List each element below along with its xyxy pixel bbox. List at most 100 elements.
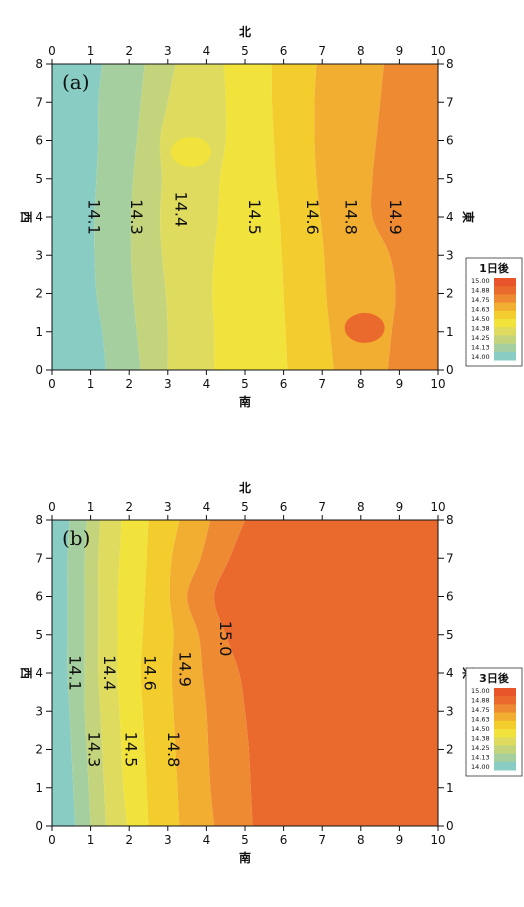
y-tick-label-right: 1 bbox=[446, 781, 454, 795]
x-tick-label-top: 2 bbox=[125, 44, 133, 58]
contour-label: 15.0 bbox=[216, 621, 235, 657]
axis-label-east: 東 bbox=[461, 211, 476, 223]
contour-band bbox=[84, 520, 106, 826]
legend-entry: 14.25 bbox=[471, 744, 490, 752]
y-tick-label-left: 0 bbox=[35, 363, 43, 377]
x-tick-label-top: 3 bbox=[164, 44, 172, 58]
x-tick-label-bottom: 2 bbox=[125, 377, 133, 391]
legend-swatch bbox=[494, 302, 516, 312]
legend-entry: 14.50 bbox=[471, 315, 490, 323]
contour-band bbox=[187, 520, 253, 826]
contour-label: 14.1 bbox=[85, 199, 104, 235]
y-tick-label-right: 2 bbox=[446, 287, 454, 301]
x-tick-label-bottom: 0 bbox=[48, 833, 56, 847]
x-tick-label-top: 1 bbox=[87, 500, 95, 514]
axis-label-south: 南 bbox=[239, 850, 251, 865]
x-tick-label-top: 7 bbox=[318, 44, 326, 58]
y-tick-label-left: 2 bbox=[35, 287, 43, 301]
legend-swatch bbox=[494, 688, 516, 697]
y-tick-label-right: 8 bbox=[446, 57, 454, 71]
x-tick-label-top: 1 bbox=[87, 44, 95, 58]
contour-spot bbox=[170, 136, 211, 167]
x-tick-label-bottom: 3 bbox=[164, 833, 172, 847]
legend-swatch bbox=[494, 294, 516, 304]
y-tick-label-left: 0 bbox=[35, 819, 43, 833]
x-tick-label-top: 0 bbox=[48, 44, 56, 58]
legend-entry: 14.13 bbox=[471, 344, 490, 352]
plot-area bbox=[52, 520, 438, 826]
legend-swatch bbox=[494, 761, 516, 771]
x-tick-label-top: 9 bbox=[396, 44, 404, 58]
contour-band bbox=[67, 520, 91, 826]
legend-entry: 14.63 bbox=[471, 716, 490, 724]
y-tick-label-right: 6 bbox=[446, 590, 454, 604]
legend-entry: 14.50 bbox=[471, 725, 490, 733]
legend-title: 1日後 bbox=[479, 261, 510, 275]
axis-label-north: 北 bbox=[239, 480, 251, 495]
x-tick-label-bottom: 10 bbox=[430, 833, 445, 847]
contour-band bbox=[214, 520, 438, 826]
x-tick-label-bottom: 0 bbox=[48, 377, 56, 391]
legend-swatch bbox=[494, 753, 516, 763]
contour-band bbox=[314, 64, 396, 370]
contour-band bbox=[52, 520, 76, 826]
panel-label: (b) bbox=[62, 526, 90, 550]
y-tick-label-right: 0 bbox=[446, 363, 454, 377]
contour-label: 14.3 bbox=[127, 199, 146, 235]
x-tick-label-top: 7 bbox=[318, 500, 326, 514]
legend-swatch bbox=[494, 319, 516, 328]
y-tick-label-left: 6 bbox=[35, 590, 43, 604]
legend-swatch bbox=[494, 327, 516, 336]
y-tick-label-right: 3 bbox=[446, 248, 454, 262]
contour-band bbox=[159, 64, 227, 370]
contour-label: 14.3 bbox=[85, 732, 104, 768]
legend-entry: 14.00 bbox=[471, 353, 490, 361]
contour-band bbox=[130, 64, 176, 370]
y-tick-label-right: 4 bbox=[446, 666, 454, 680]
axis-label-south: 南 bbox=[239, 394, 251, 409]
contour-label: 14.9 bbox=[386, 199, 405, 235]
contour-label: 14.5 bbox=[245, 199, 264, 235]
y-tick-label-left: 2 bbox=[35, 743, 43, 757]
y-tick-label-left: 8 bbox=[35, 513, 43, 527]
x-tick-label-bottom: 8 bbox=[357, 833, 365, 847]
contour-label: 14.8 bbox=[341, 199, 360, 235]
legend-entry: 14.38 bbox=[471, 735, 490, 743]
x-tick-label-bottom: 7 bbox=[318, 377, 326, 391]
x-tick-label-bottom: 9 bbox=[396, 377, 404, 391]
x-tick-label-top: 8 bbox=[357, 500, 365, 514]
x-tick-label-bottom: 3 bbox=[164, 377, 172, 391]
legend-entry: 14.88 bbox=[471, 287, 490, 295]
contour-band bbox=[117, 520, 149, 826]
legend-entry: 15.00 bbox=[471, 687, 490, 695]
legend-swatch bbox=[494, 696, 516, 705]
y-tick-label-right: 5 bbox=[446, 628, 454, 642]
x-tick-label-top: 4 bbox=[203, 500, 211, 514]
legend-entry: 14.25 bbox=[471, 334, 490, 342]
y-tick-label-right: 3 bbox=[446, 704, 454, 718]
contour-label: 14.4 bbox=[100, 655, 119, 691]
axis-label-west: 西 bbox=[19, 211, 33, 223]
x-tick-label-bottom: 1 bbox=[87, 377, 95, 391]
legend-swatch bbox=[494, 278, 516, 287]
legend-swatch bbox=[494, 310, 516, 320]
y-tick-label-right: 5 bbox=[446, 172, 454, 186]
panel-label: (a) bbox=[62, 70, 90, 94]
y-tick-label-right: 6 bbox=[446, 134, 454, 148]
legend-swatch bbox=[494, 704, 516, 714]
legend-title: 3日後 bbox=[479, 671, 510, 685]
legend-swatch bbox=[494, 729, 516, 738]
axis-label-west: 西 bbox=[19, 667, 33, 679]
y-tick-label-left: 5 bbox=[35, 628, 43, 642]
y-tick-label-left: 1 bbox=[35, 781, 43, 795]
contour-label: 14.8 bbox=[164, 732, 183, 768]
contour-band bbox=[271, 64, 334, 370]
legend-swatch bbox=[494, 712, 516, 722]
x-tick-label-bottom: 8 bbox=[357, 377, 365, 391]
x-tick-label-top: 5 bbox=[241, 500, 249, 514]
x-tick-label-top: 0 bbox=[48, 500, 56, 514]
legend-swatch bbox=[494, 720, 516, 730]
